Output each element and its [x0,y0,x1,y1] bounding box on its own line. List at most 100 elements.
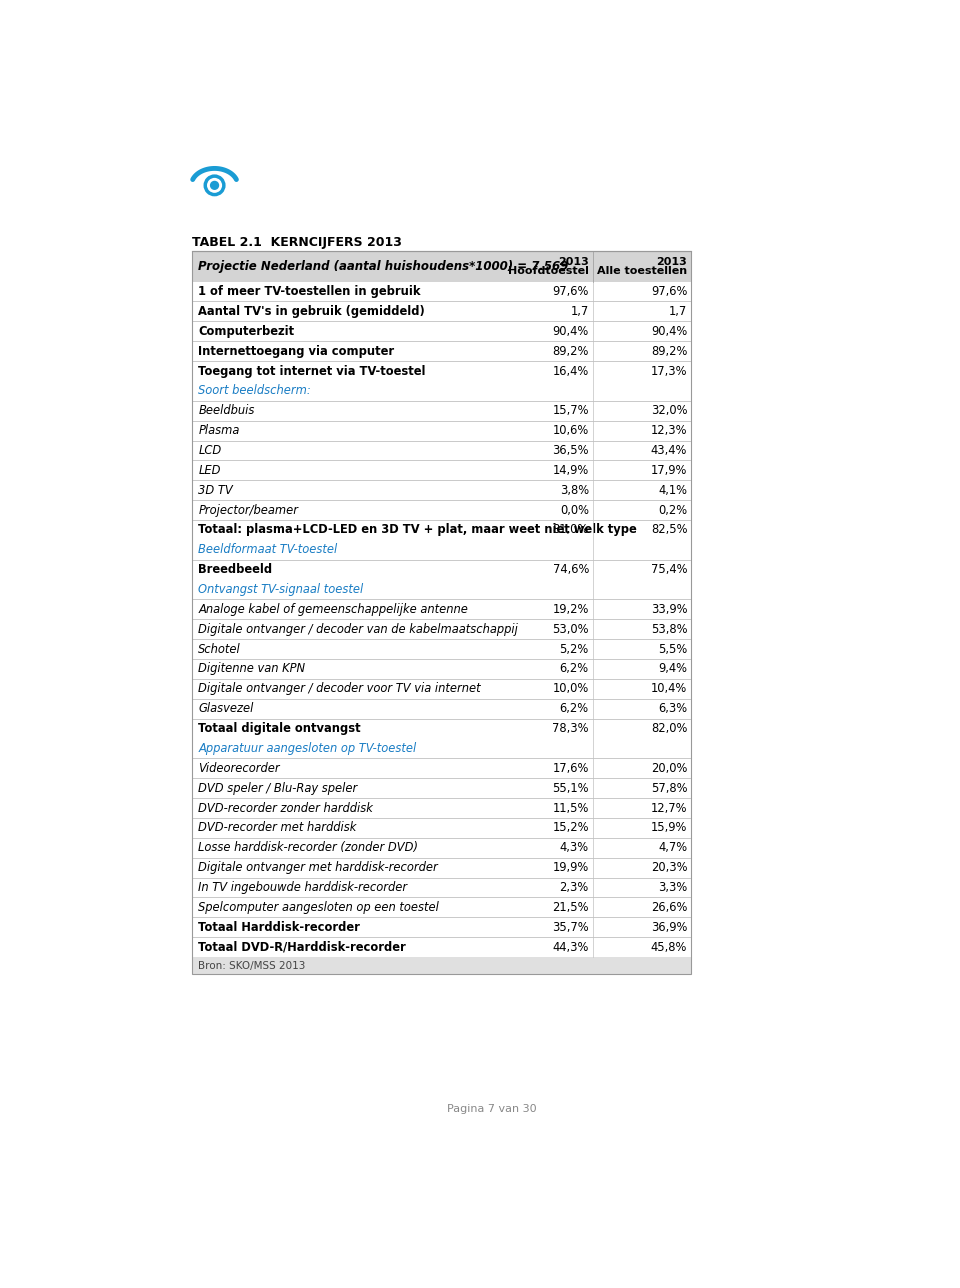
Text: Schotel: Schotel [199,643,241,656]
Text: Apparatuur aangesloten op TV-toestel: Apparatuur aangesloten op TV-toestel [199,742,417,755]
Text: 82,5%: 82,5% [651,523,687,536]
Text: 21,5%: 21,5% [552,900,588,914]
Text: 97,6%: 97,6% [651,285,687,298]
Bar [192,957,691,974]
Text: Digitale ontvanger met harddisk-recorder: Digitale ontvanger met harddisk-recorder [199,862,438,875]
Circle shape [210,180,219,189]
Text: 90,4%: 90,4% [651,325,687,337]
Text: 3,3%: 3,3% [658,881,687,894]
Text: Alle toestellen: Alle toestellen [597,267,687,276]
Text: 17,3%: 17,3% [651,365,687,377]
Text: 1,7: 1,7 [669,305,687,318]
Text: DVD speler / Blu-Ray speler: DVD speler / Blu-Ray speler [199,782,357,795]
Text: 0,2%: 0,2% [659,504,687,516]
Text: 32,0%: 32,0% [651,404,687,417]
Text: 16,4%: 16,4% [553,365,588,377]
Text: 33,9%: 33,9% [651,603,687,616]
Text: 11,5%: 11,5% [553,801,588,814]
Text: 4,3%: 4,3% [560,841,588,854]
Text: 17,6%: 17,6% [553,761,588,775]
Text: Digitenne van KPN: Digitenne van KPN [199,662,305,675]
Text: Breedbeeld: Breedbeeld [199,563,273,576]
Text: Beeldbuis: Beeldbuis [199,404,254,417]
Text: Toegang tot internet via TV-toestel: Toegang tot internet via TV-toestel [199,365,426,377]
Text: LED: LED [199,464,221,477]
Text: DVD-recorder met harddisk: DVD-recorder met harddisk [199,822,357,835]
Text: 1 of meer TV-toestellen in gebruik: 1 of meer TV-toestellen in gebruik [199,285,420,298]
Text: 53,0%: 53,0% [552,623,588,636]
Text: 10,0%: 10,0% [553,683,588,696]
Text: 5,5%: 5,5% [658,643,687,656]
Text: 55,1%: 55,1% [552,782,588,795]
Text: Soort beeldscherm:: Soort beeldscherm: [199,384,311,398]
Text: 12,3%: 12,3% [651,424,687,437]
Bar [192,251,691,282]
Text: Videorecorder: Videorecorder [199,761,280,775]
Text: 14,9%: 14,9% [553,464,588,477]
Text: 26,6%: 26,6% [651,900,687,914]
Text: 78,3%: 78,3% [552,723,588,735]
Text: Aantal TV's in gebruik (gemiddeld): Aantal TV's in gebruik (gemiddeld) [199,305,425,318]
Text: 36,9%: 36,9% [651,921,687,934]
Text: 20,0%: 20,0% [651,761,687,775]
Text: Beeldformaat TV-toestel: Beeldformaat TV-toestel [199,544,338,556]
Text: 90,4%: 90,4% [553,325,588,337]
Text: 3,8%: 3,8% [560,484,588,497]
Text: 5,2%: 5,2% [560,643,588,656]
Text: Projector/beamer: Projector/beamer [199,504,299,516]
Text: 45,8%: 45,8% [651,940,687,953]
Text: 36,5%: 36,5% [552,444,588,457]
Text: Bron: SKO/MSS 2013: Bron: SKO/MSS 2013 [199,961,305,971]
Text: Internettoegang via computer: Internettoegang via computer [199,345,395,358]
Text: 97,6%: 97,6% [553,285,588,298]
Text: Projectie Nederland (aantal huishoudens*1000) = 7.569: Projectie Nederland (aantal huishoudens*… [199,260,568,273]
Text: Spelcomputer aangesloten op een toestel: Spelcomputer aangesloten op een toestel [199,900,439,914]
Text: Totaal DVD-R/Harddisk-recorder: Totaal DVD-R/Harddisk-recorder [199,940,406,953]
Text: 6,2%: 6,2% [560,662,588,675]
Bar [192,251,691,974]
Text: 2013: 2013 [657,258,687,267]
Text: 0,0%: 0,0% [560,504,588,516]
Text: 75,4%: 75,4% [651,563,687,576]
Text: Totaal digitale ontvangst: Totaal digitale ontvangst [199,723,361,735]
Text: 4,1%: 4,1% [659,484,687,497]
Text: 81,0%: 81,0% [553,523,588,536]
Text: 19,9%: 19,9% [553,862,588,875]
Text: 43,4%: 43,4% [651,444,687,457]
Text: 20,3%: 20,3% [651,862,687,875]
Text: Totaal Harddisk-recorder: Totaal Harddisk-recorder [199,921,360,934]
Text: 15,2%: 15,2% [552,822,588,835]
Text: 53,8%: 53,8% [651,623,687,636]
Text: 57,8%: 57,8% [651,782,687,795]
Text: In TV ingebouwde harddisk-recorder: In TV ingebouwde harddisk-recorder [199,881,407,894]
Text: 3D TV: 3D TV [199,484,233,497]
Text: 74,6%: 74,6% [553,563,588,576]
Text: 12,7%: 12,7% [651,801,687,814]
Text: Computerbezit: Computerbezit [199,325,295,337]
Text: 44,3%: 44,3% [553,940,588,953]
Text: 6,2%: 6,2% [560,702,588,715]
Text: 2013: 2013 [558,258,588,267]
Text: Digitale ontvanger / decoder van de kabelmaatschappij: Digitale ontvanger / decoder van de kabe… [199,623,518,636]
Text: 35,7%: 35,7% [552,921,588,934]
Text: Losse harddisk-recorder (zonder DVD): Losse harddisk-recorder (zonder DVD) [199,841,419,854]
Text: 15,7%: 15,7% [552,404,588,417]
Text: Pagina 7 van 30: Pagina 7 van 30 [447,1104,537,1114]
Text: 17,9%: 17,9% [651,464,687,477]
Text: 1,7: 1,7 [570,305,588,318]
Text: 9,4%: 9,4% [659,662,687,675]
Text: Digitale ontvanger / decoder voor TV via internet: Digitale ontvanger / decoder voor TV via… [199,683,481,696]
Text: Analoge kabel of gemeenschappelijke antenne: Analoge kabel of gemeenschappelijke ante… [199,603,468,616]
Text: 19,2%: 19,2% [553,603,588,616]
Text: Ontvangst TV-signaal toestel: Ontvangst TV-signaal toestel [199,583,364,596]
Text: Totaal: plasma+LCD-LED en 3D TV + plat, maar weet niet welk type: Totaal: plasma+LCD-LED en 3D TV + plat, … [199,523,637,536]
Text: 15,9%: 15,9% [651,822,687,835]
Text: DVD-recorder zonder harddisk: DVD-recorder zonder harddisk [199,801,373,814]
Text: 82,0%: 82,0% [651,723,687,735]
Text: Hoofdtoestel: Hoofdtoestel [508,267,588,276]
Text: 89,2%: 89,2% [553,345,588,358]
Text: 10,4%: 10,4% [651,683,687,696]
Text: 10,6%: 10,6% [553,424,588,437]
Text: 89,2%: 89,2% [651,345,687,358]
Text: 2,3%: 2,3% [560,881,588,894]
